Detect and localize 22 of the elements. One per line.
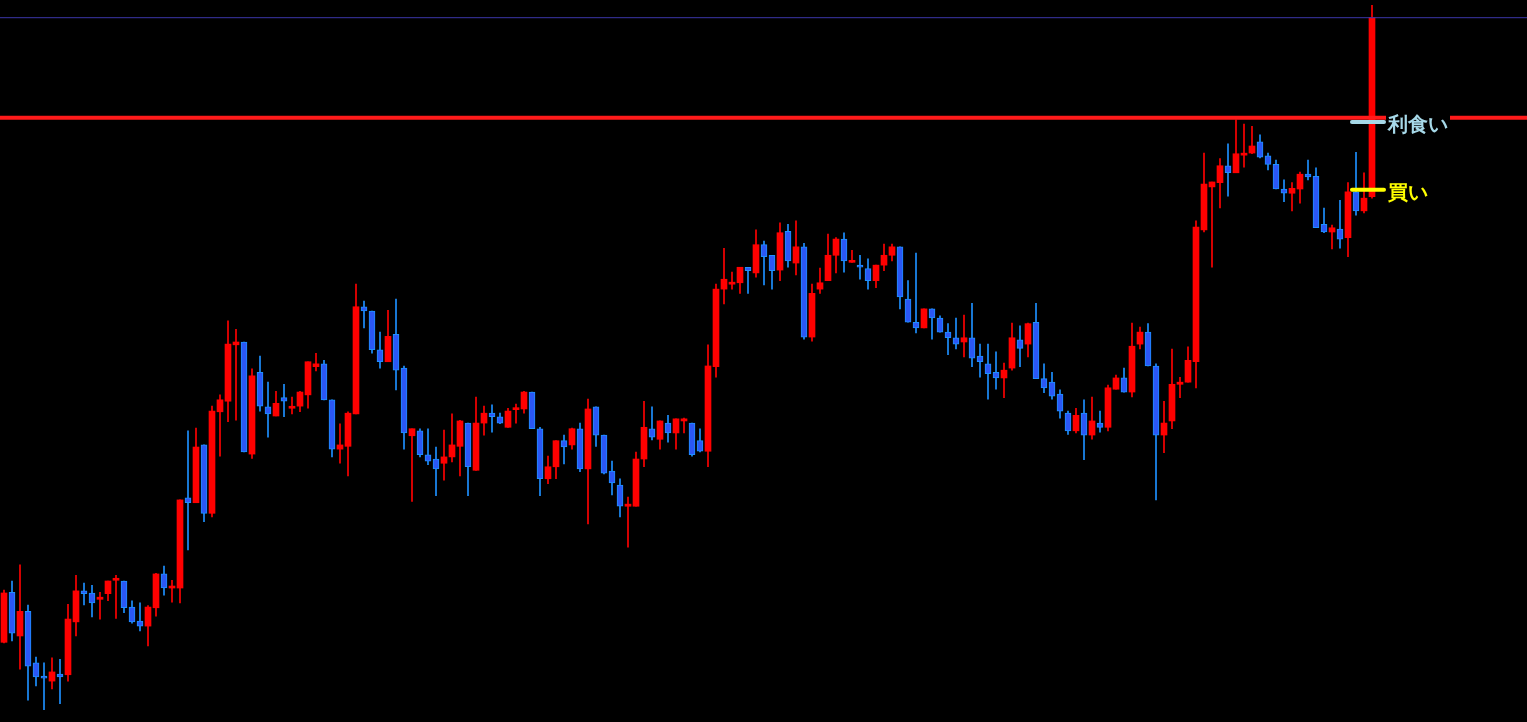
candlestick — [960, 314, 968, 358]
candlestick — [408, 428, 416, 502]
candlestick — [112, 575, 120, 619]
candlestick — [848, 250, 856, 263]
candlestick — [360, 300, 368, 329]
candlestick — [1328, 224, 1336, 250]
ref-line-label: 利食い — [1387, 112, 1448, 137]
candlestick — [624, 496, 632, 548]
candlestick — [288, 396, 296, 415]
candlestick — [40, 662, 48, 710]
candlestick — [1280, 179, 1288, 203]
ref-line-label: 買い — [1387, 179, 1428, 204]
candlestick — [280, 383, 288, 418]
candlestick — [856, 254, 864, 280]
candlestick — [512, 403, 520, 424]
candlestick — [728, 271, 736, 290]
candlestick — [216, 394, 224, 457]
candlestick — [1288, 182, 1296, 212]
candlestick — [1176, 376, 1184, 399]
candlestick — [96, 591, 104, 620]
candlestick — [184, 430, 192, 551]
candlestick — [1096, 410, 1104, 433]
